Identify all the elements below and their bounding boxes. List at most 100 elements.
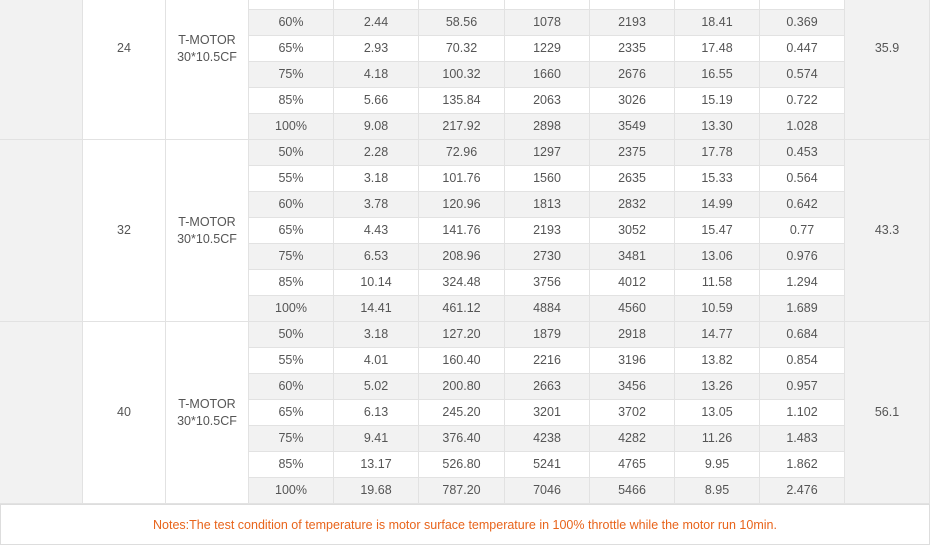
data-cell: 14.41 [334,296,419,322]
cell-text: 4765 [618,457,646,471]
data-cell: 6.13 [334,400,419,426]
cell-text: 3.78 [363,197,389,211]
cell-text: 0.564 [786,171,818,185]
data-cell: 4.01 [334,348,419,374]
data-cell: 2.476 [760,478,845,504]
cell-text: 0.976 [786,249,818,263]
cell-text: 1297 [533,145,561,159]
cell-text: 2193 [618,15,646,29]
cell-text: 50% [278,145,304,159]
data-cell: 4560 [590,296,675,322]
cell-text: 17.78 [701,145,733,159]
cell-text: 324.48 [442,275,481,289]
data-cell: 0.976 [760,244,845,270]
cell-text: 1.028 [786,119,818,133]
cell-text: 0.722 [786,93,818,107]
cell-text: 60% [278,379,304,393]
cell-text: 1.294 [786,275,818,289]
data-cell: 1.862 [760,452,845,478]
data-cell: 17.48 [675,36,760,62]
data-cell: 1.689 [760,296,845,322]
data-cell: 135.84 [419,88,505,114]
data-cell: 100% [249,478,334,504]
cell-text: 3.18 [363,327,389,341]
data-cell: 245.20 [419,400,505,426]
data-cell: 0.957 [760,374,845,400]
data-cell: 3201 [505,400,590,426]
data-cell: 127.20 [419,322,505,348]
data-cell: 5.66 [334,88,419,114]
cell-text: 13.26 [701,379,733,393]
cell-text: 6.53 [363,249,389,263]
data-cell: 4765 [590,452,675,478]
data-cell: 2193 [505,218,590,244]
cell-text: 200.80 [442,379,481,393]
cell-text: 18.41 [701,15,733,29]
notes: Notes:The test condition of temperature … [0,504,930,545]
cell-text: 0.320 [786,0,817,5]
cell-text: 9.41 [363,431,389,445]
data-cell: 3481 [590,244,675,270]
data-cell: 13.26 [675,374,760,400]
cell-text: 1078 [533,15,561,29]
cell-text: 245.20 [442,405,481,419]
data-cell: 60% [249,192,334,218]
data-cell: 101.76 [419,166,505,192]
data-cell: 19.68 [334,478,419,504]
cell-text: 75% [278,249,304,263]
data-cell: 14.99 [675,192,760,218]
cell-text: 135.84 [442,93,481,107]
data-cell: 85% [249,88,334,114]
cell-text: 9.95 [704,457,730,471]
cell-text: 32 [117,223,131,237]
data-cell: 2375 [590,140,675,166]
data-cell: 9.41 [334,426,419,452]
data-cell: 2011 [590,0,675,10]
cell-text: 100% [275,301,307,315]
cell-text: 3549 [618,119,646,133]
cell-text: 7046 [533,483,561,497]
data-cell: 1.102 [760,400,845,426]
cell-text: 3702 [618,405,646,419]
blank-cell [0,0,83,140]
cell-text: 55% [278,0,303,5]
cell-text: 65% [278,405,304,419]
data-cell: 3.18 [334,166,419,192]
cell-text: 20.21 [701,0,732,5]
cell-text: 48.24 [446,0,477,5]
data-cell: 75% [249,244,334,270]
temperature-cell: 35.9 [845,0,930,140]
data-cell: 70.32 [419,36,505,62]
data-cell: 1560 [505,166,590,192]
cell-text: 16.55 [701,67,733,81]
data-cell: 5466 [590,478,675,504]
data-cell: 55% [249,348,334,374]
data-cell: 5241 [505,452,590,478]
data-cell: 17.78 [675,140,760,166]
cell-text: 75% [278,67,304,81]
cell-text: 9.08 [363,119,389,133]
cell-text: 10.14 [360,275,392,289]
cell-text: 72.96 [445,145,478,159]
cell-text: 100% [275,119,307,133]
cell-text: 14.77 [701,327,733,341]
cell-text: 3201 [533,405,561,419]
data-cell: 0.369 [760,10,845,36]
cell-text: 85% [278,457,304,471]
cell-text: 2898 [533,119,561,133]
cell-text: 13.05 [701,405,733,419]
data-cell: 3196 [590,348,675,374]
cell-text: 3481 [618,249,646,263]
data-cell: 0.320 [760,0,845,10]
data-cell: 1813 [505,192,590,218]
cell-text: T-MOTOR [178,32,236,47]
cell-text: 2335 [618,41,646,55]
data-cell: 2.28 [334,140,419,166]
data-cell: 2.44 [334,10,419,36]
cell-text: 217.92 [442,119,481,133]
data-cell: 2063 [505,88,590,114]
data-cell: 1297 [505,140,590,166]
data-cell: 2832 [590,192,675,218]
cell-text: 14.41 [360,301,392,315]
